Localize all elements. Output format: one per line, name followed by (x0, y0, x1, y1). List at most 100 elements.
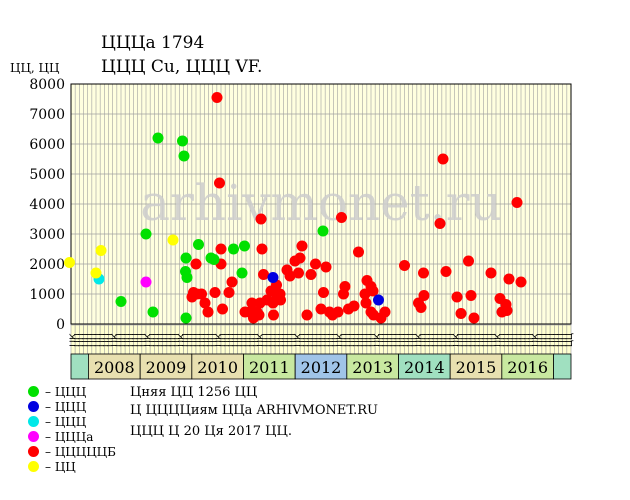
y-tick-label: 8000 (29, 77, 65, 93)
month-label: ЦЦ (202, 333, 212, 347)
month-label: ЦЦ (169, 333, 179, 347)
data-point (214, 177, 225, 189)
month-label: ЦЦ (357, 333, 367, 347)
data-point (293, 267, 304, 279)
y-tick-label: 7000 (29, 107, 65, 123)
data-point (253, 309, 265, 321)
year-cell-start (70, 353, 90, 380)
chart-title: ЦЦЦа 1794 (101, 33, 205, 53)
plot-frame (70, 83, 572, 325)
month-label: ЦЦ (311, 333, 321, 347)
chart-subtitle: ЦЦЦ Cu, ЦЦЦ VF. (101, 57, 263, 77)
month-label: ЦЦ (377, 333, 387, 347)
month-label: ЦЦ (469, 333, 479, 347)
month-label: ЦЦ (561, 333, 571, 347)
year-label: 2010 (197, 358, 238, 377)
data-point (199, 297, 211, 309)
month-label: ЦК (415, 333, 425, 347)
data-point (268, 309, 279, 321)
legend-label: – ЦЦЦЦЦБ (45, 444, 116, 459)
data-point (275, 294, 286, 306)
month-label: ЦЦ (265, 333, 275, 347)
data-point (485, 267, 497, 279)
data-point (236, 267, 248, 279)
note-date: ЦЦЦ Ц 20 Ця 2017 ЦЦ. (130, 424, 292, 439)
month-label: ЦК (294, 333, 304, 347)
data-point (226, 276, 238, 288)
data-point (140, 228, 152, 240)
month-label: ЦК (257, 333, 267, 347)
month-label: ЦЦ (361, 333, 371, 347)
month-label: ЦЦ (261, 333, 271, 347)
month-label: ЦЦ (319, 333, 329, 347)
legend-color-dot (28, 431, 39, 442)
month-label: ЦЦ (411, 333, 421, 347)
year-label: 2012 (301, 358, 342, 377)
y-tick-label: 0 (56, 317, 65, 333)
data-point (317, 225, 329, 237)
legend-item: – ЦЦЦ (28, 384, 86, 399)
legend-item: – ЦЦ (28, 459, 76, 474)
data-point (348, 300, 360, 312)
data-point (320, 261, 332, 273)
year-cell (191, 353, 244, 380)
month-label: ЦЦ (252, 333, 262, 347)
month-label: ЦЦ (277, 333, 287, 347)
month-label: ЦЦ (165, 333, 175, 347)
data-point (202, 306, 214, 318)
month-label: ЦЦ (77, 333, 87, 347)
month-label: ЦЦ (90, 333, 100, 347)
month-label: ЦЦ (273, 333, 283, 347)
data-point (193, 239, 204, 250)
data-point (339, 281, 351, 292)
data-point (152, 132, 164, 144)
month-label: ЦЦ (440, 333, 450, 347)
month-label: ЦЦ (473, 333, 483, 347)
month-label: ЦЦ (240, 333, 250, 347)
month-label: ЦЦ (207, 333, 217, 347)
month-label: ЦК (177, 333, 187, 347)
month-label: ЦК (111, 333, 121, 347)
month-label: ЦЦ (486, 333, 496, 347)
month-label: ЦЦ (557, 333, 567, 347)
month-label: ЦЦ (298, 333, 308, 347)
month-label: ЦЦ (382, 333, 392, 347)
data-point (246, 297, 258, 309)
month-label: ЦЦ (394, 333, 404, 347)
month-label: ЦЦ (398, 333, 408, 347)
legend-color-dot (28, 401, 39, 412)
data-point (360, 297, 372, 309)
data-point (178, 150, 190, 162)
data-point (90, 267, 102, 279)
month-label: ЦК (336, 333, 346, 347)
data-point (256, 243, 268, 255)
month-label: ЦЦ (344, 333, 354, 347)
data-point (217, 303, 228, 315)
month-label: ЦЦ (465, 333, 475, 347)
data-point (511, 197, 523, 208)
month-label: ЦЦ (94, 333, 104, 347)
data-point (255, 213, 267, 225)
month-label: ЦЦ (432, 333, 442, 347)
data-point (267, 272, 279, 283)
year-label: 2013 (352, 358, 393, 377)
note-average-price: Цняя ЦЦ 1256 ЦЦ (130, 385, 258, 400)
data-point (399, 260, 410, 271)
data-point (415, 302, 427, 313)
data-point (305, 269, 317, 280)
data-point (177, 135, 188, 147)
month-label: ЦЦ (190, 333, 200, 347)
data-point (465, 290, 477, 301)
month-label: ЦЦ (315, 333, 325, 347)
year-label: 2009 (146, 358, 187, 377)
month-label: ЦЦ (327, 333, 337, 347)
month-label: ЦЦ (540, 333, 550, 347)
data-point (258, 269, 269, 280)
data-point (463, 255, 474, 267)
data-point (318, 287, 329, 298)
year-cell-end (553, 353, 572, 380)
month-label: ЦЦ (548, 333, 558, 347)
data-point (515, 276, 527, 288)
month-label: ЦЦ (427, 333, 437, 347)
